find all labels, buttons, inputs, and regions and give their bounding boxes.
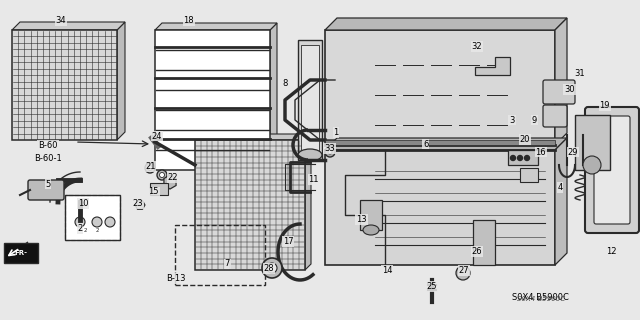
Polygon shape	[325, 18, 567, 30]
Circle shape	[105, 217, 115, 227]
Text: 26: 26	[472, 247, 482, 256]
Text: FR-: FR-	[15, 250, 28, 256]
Text: 17: 17	[283, 237, 293, 246]
Text: 30: 30	[564, 85, 575, 94]
Circle shape	[525, 156, 529, 161]
Text: 10: 10	[78, 199, 88, 208]
Polygon shape	[155, 23, 277, 30]
Circle shape	[267, 263, 277, 273]
Text: 5: 5	[45, 180, 51, 188]
Text: 19: 19	[600, 101, 610, 110]
Bar	[150, 183, 168, 195]
FancyBboxPatch shape	[585, 107, 639, 233]
Text: 28: 28	[264, 264, 274, 273]
Text: B-60-1: B-60-1	[34, 154, 62, 163]
FancyBboxPatch shape	[543, 80, 575, 104]
Text: 27: 27	[459, 266, 469, 275]
Circle shape	[157, 170, 167, 180]
FancyBboxPatch shape	[594, 116, 630, 224]
Circle shape	[262, 258, 282, 278]
Bar	[325, 150, 555, 265]
FancyBboxPatch shape	[543, 105, 567, 127]
Text: 16: 16	[536, 148, 546, 156]
Text: 9: 9	[532, 116, 537, 124]
Bar	[301, 45, 319, 155]
Polygon shape	[305, 134, 311, 270]
Polygon shape	[325, 138, 567, 150]
Bar	[298, 40, 322, 160]
Circle shape	[92, 217, 102, 227]
Polygon shape	[12, 22, 125, 30]
Text: 7: 7	[225, 260, 230, 268]
Circle shape	[325, 147, 335, 157]
Bar	[575, 115, 610, 170]
Text: 18: 18	[184, 16, 194, 25]
Text: B-13: B-13	[166, 274, 186, 283]
Circle shape	[456, 266, 470, 280]
Text: 4: 4	[557, 183, 563, 192]
Bar	[325, 140, 555, 145]
Circle shape	[147, 165, 152, 171]
Polygon shape	[117, 22, 125, 140]
Ellipse shape	[583, 156, 601, 174]
Circle shape	[145, 163, 155, 173]
Text: 15: 15	[148, 188, 159, 196]
Text: 6: 6	[423, 140, 428, 148]
Text: 2: 2	[95, 228, 99, 233]
Text: 24: 24	[152, 132, 162, 140]
Ellipse shape	[363, 225, 379, 235]
Text: 1: 1	[333, 128, 339, 137]
Polygon shape	[475, 57, 510, 75]
Bar	[508, 150, 538, 165]
Text: B-60: B-60	[38, 141, 58, 150]
Text: S0X4 B5900C: S0X4 B5900C	[516, 296, 565, 302]
Text: 33: 33	[324, 144, 335, 153]
Text: 2: 2	[83, 228, 87, 233]
Text: 29: 29	[568, 148, 578, 156]
Bar	[360, 200, 382, 230]
Circle shape	[518, 156, 522, 161]
Circle shape	[511, 156, 515, 161]
Text: 34: 34	[56, 16, 66, 25]
Bar	[155, 30, 270, 170]
Text: S0X4 B5900C: S0X4 B5900C	[513, 293, 569, 302]
FancyBboxPatch shape	[28, 180, 64, 200]
Bar	[520, 168, 538, 182]
Circle shape	[75, 217, 85, 227]
Text: 8: 8	[282, 79, 287, 88]
Text: 20: 20	[520, 135, 530, 144]
Bar	[12, 30, 117, 140]
Polygon shape	[270, 23, 277, 170]
Ellipse shape	[298, 149, 322, 161]
Text: 13: 13	[356, 215, 367, 224]
Text: 32: 32	[472, 42, 482, 51]
Text: 21: 21	[145, 162, 156, 171]
Bar	[473, 220, 495, 265]
Circle shape	[328, 150, 332, 154]
Bar	[65, 195, 120, 240]
Polygon shape	[195, 134, 311, 140]
Text: 12: 12	[606, 247, 616, 256]
Text: 11: 11	[308, 175, 319, 184]
Bar	[65, 195, 120, 240]
Circle shape	[159, 172, 164, 178]
FancyBboxPatch shape	[4, 243, 38, 263]
Text: 31: 31	[574, 69, 584, 78]
Text: 2: 2	[77, 224, 83, 233]
Text: 14: 14	[382, 266, 392, 275]
Text: 3: 3	[509, 116, 515, 124]
Bar	[195, 140, 305, 270]
Polygon shape	[555, 138, 567, 265]
Text: 23: 23	[132, 199, 143, 208]
Polygon shape	[555, 18, 567, 145]
Bar	[325, 30, 555, 145]
Text: 25: 25	[427, 282, 437, 291]
Bar	[175, 225, 265, 285]
Text: 22: 22	[168, 173, 178, 182]
